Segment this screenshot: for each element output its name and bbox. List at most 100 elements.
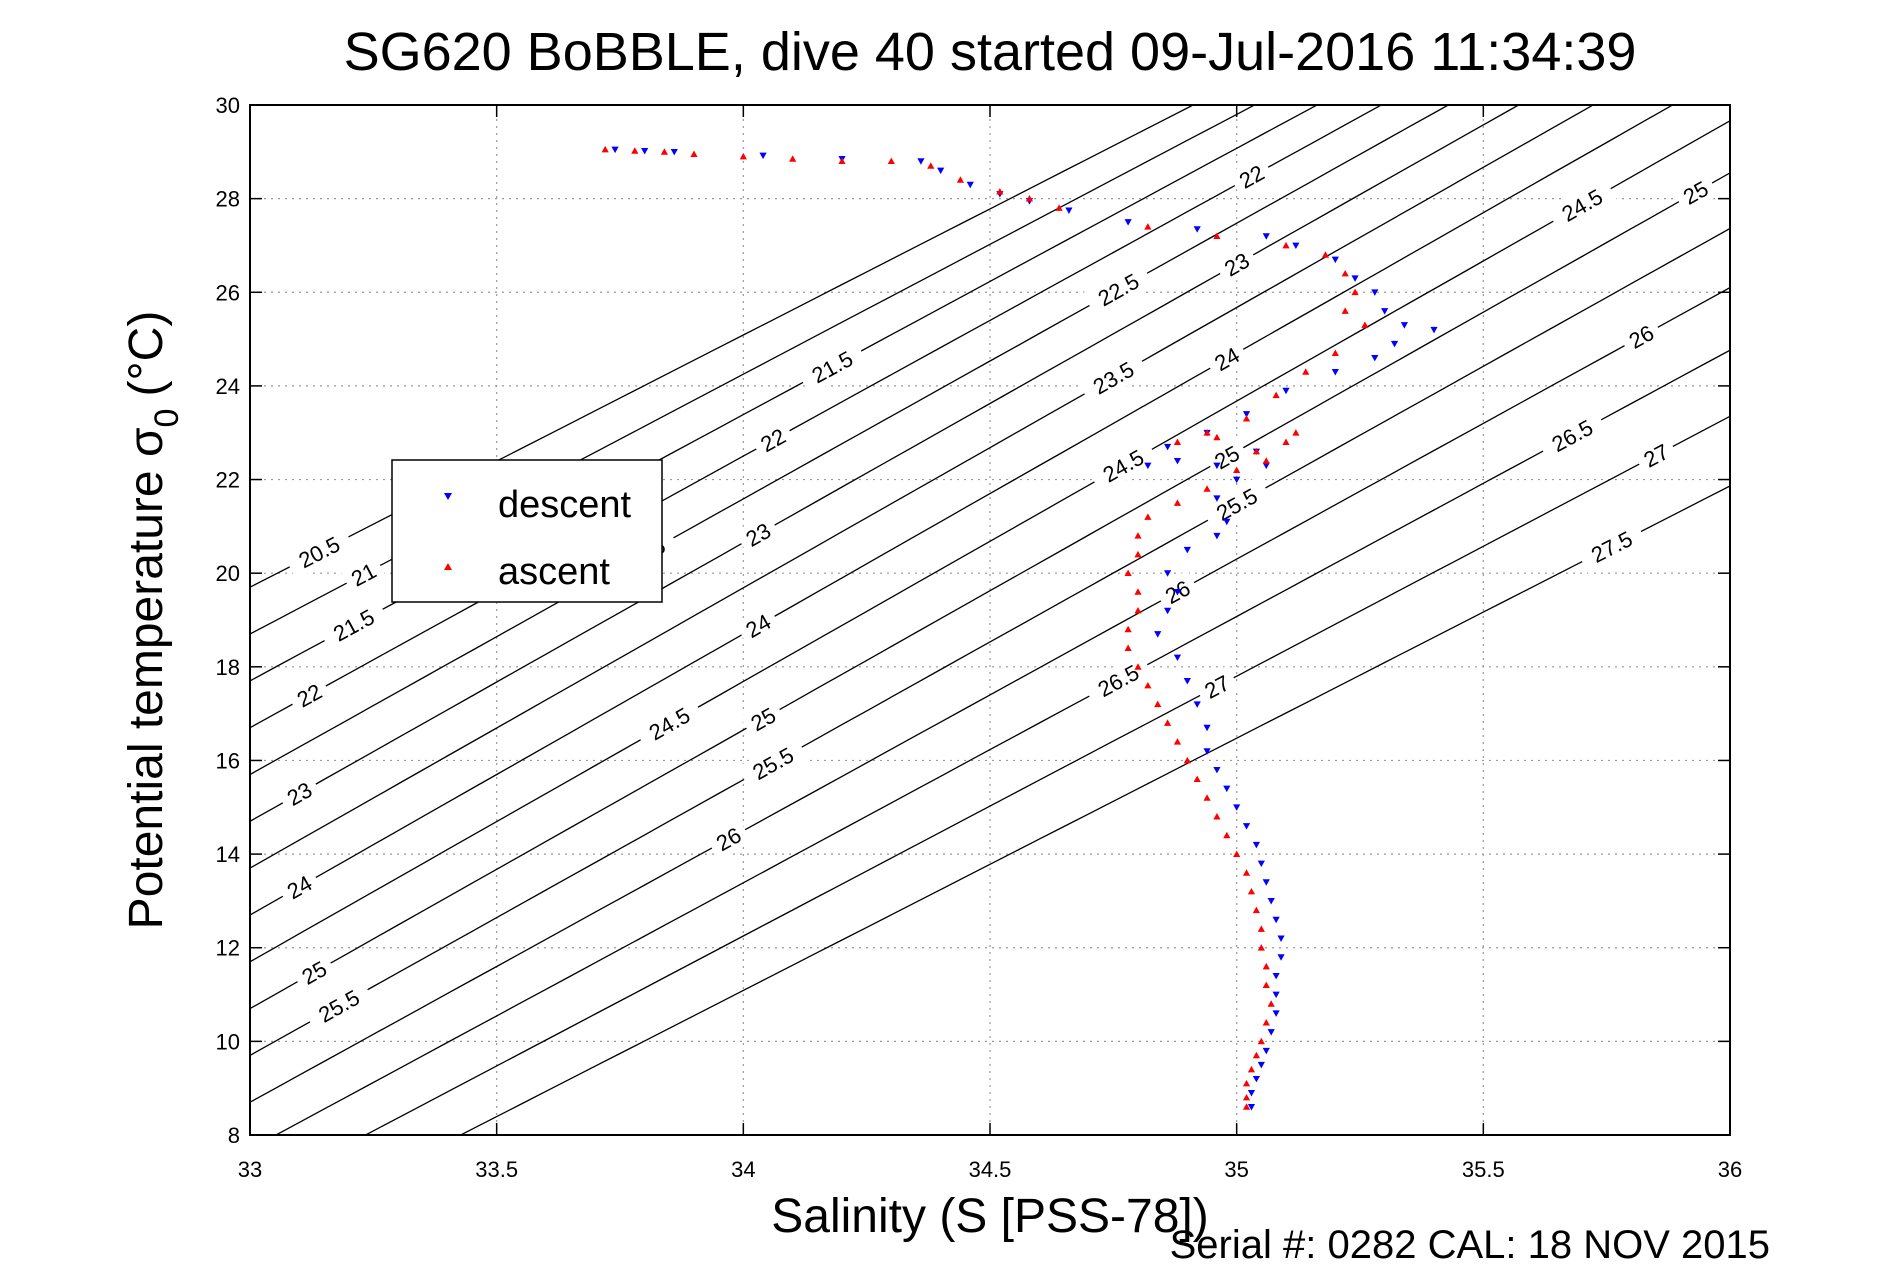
contour-label-bg: [1082, 261, 1154, 318]
descent-point: [937, 167, 945, 175]
ascent-point: [1213, 433, 1221, 441]
contour-label-bg: [737, 734, 809, 792]
ascent-point: [1134, 607, 1142, 614]
ascent-point: [1272, 391, 1280, 399]
legend-box: [391, 459, 663, 603]
descent-point: [1292, 242, 1300, 250]
descent-point: [1267, 1029, 1275, 1036]
legend: descent ascent: [391, 459, 663, 603]
ascent-point: [1203, 429, 1211, 436]
x-tick-label: 36: [1718, 1157, 1742, 1182]
ascent-point: [1257, 1037, 1265, 1045]
ascent-point: [1247, 1065, 1256, 1073]
y-tick-label: 28: [216, 187, 240, 212]
descent-point: [1262, 233, 1270, 240]
contour-label-bg: [1575, 519, 1648, 574]
ascent-point: [1341, 307, 1349, 314]
ascent-point: [1282, 438, 1290, 445]
descent-point: [1257, 1061, 1265, 1069]
ascent-point: [1252, 447, 1260, 455]
ascent-point: [1124, 569, 1132, 577]
ascent-point: [1154, 700, 1162, 708]
ascent-point: [690, 150, 698, 158]
data-series: [601, 145, 1438, 1111]
ascent-point: [1213, 813, 1221, 820]
contour-label-bg: [283, 524, 355, 580]
ascent-point: [887, 157, 895, 165]
ascent-point: [1164, 719, 1172, 726]
descent-point: [1247, 1104, 1256, 1111]
y-tick-label: 30: [216, 93, 240, 118]
contour-label-group: 26: [1617, 315, 1665, 358]
contour-label-bg: [1617, 315, 1665, 358]
ascent-point: [927, 162, 935, 169]
descent-point: [1065, 207, 1073, 214]
contour-label-bg: [290, 950, 338, 994]
descent-point: [1272, 972, 1280, 980]
contour-label-bg: [1632, 434, 1680, 477]
contour-label-bg: [796, 338, 868, 395]
y-tick-label: 10: [216, 1029, 240, 1054]
density-contour-labels: 20.52121.521.522222222.522.523232323.524…: [275, 154, 1719, 1035]
ascent-point: [1025, 195, 1034, 202]
descent-point: [1144, 462, 1152, 470]
ascent-point: [1144, 681, 1152, 689]
descent-point: [1267, 898, 1275, 905]
ascent-point: [1233, 466, 1241, 474]
descent-point: [1242, 823, 1251, 830]
sigma-contour-line: [250, 105, 1450, 776]
ascent-point: [1144, 513, 1152, 520]
descent-point: [1213, 532, 1221, 540]
y-tick-label: 14: [216, 842, 240, 867]
sigma-contour-line: [250, 105, 1595, 869]
descent-point: [966, 181, 974, 189]
ascent-point: [1124, 625, 1132, 633]
contour-label-bg: [1077, 349, 1149, 407]
plot-area: [250, 105, 1730, 1135]
y-tick-label: 20: [216, 561, 240, 586]
descent-point: [1277, 954, 1285, 961]
contour-label-bg: [739, 697, 787, 741]
ascent-point: [1257, 925, 1265, 932]
contour-label-bg: [1228, 154, 1275, 198]
contour-label-group: 27: [1632, 434, 1680, 477]
y-axis-label-unit: (°C): [120, 311, 173, 397]
ascent-point: [1203, 485, 1211, 492]
y-axis-label: Potential temperature σ0 (°C): [120, 311, 186, 930]
contour-label-bg: [633, 695, 705, 752]
axis-ticks: 33 33.5 34 34.5 35 35.5 3681012141618202224262…: [216, 93, 1743, 1182]
ascent-point: [1223, 831, 1231, 839]
ascent-point: [956, 176, 964, 183]
contour-label-bg: [1536, 407, 1608, 464]
y-tick-label: 8: [228, 1123, 240, 1148]
ascent-point: [1321, 251, 1330, 258]
contour-label-bg: [1203, 337, 1251, 381]
ascent-point: [1242, 1103, 1251, 1110]
ascent-point: [1351, 288, 1359, 296]
ascent-point: [1055, 204, 1063, 211]
descent-point: [1381, 308, 1389, 315]
descent-point: [1193, 226, 1201, 233]
ascent-point: [1213, 232, 1221, 239]
descent-point: [611, 146, 619, 154]
sigma-contour-line: [250, 105, 1520, 822]
descent-point: [641, 148, 649, 155]
descent-point: [1223, 518, 1231, 526]
contour-label-bg: [1201, 475, 1273, 533]
ascent-point: [1262, 981, 1270, 989]
y-tick-label: 26: [216, 280, 240, 305]
ascent-point: [1124, 644, 1132, 651]
ascent-point: [1203, 794, 1211, 801]
y-axis-label-subscript: 0: [148, 409, 186, 428]
contour-label-bg: [1193, 665, 1241, 708]
ascent-point: [1173, 438, 1182, 445]
descent-point: [1252, 1075, 1260, 1083]
ascent-point: [1267, 1000, 1275, 1007]
x-tick-label: 35.5: [1462, 1157, 1505, 1182]
descent-point: [1262, 462, 1270, 470]
contour-label-bg: [1087, 437, 1159, 495]
ascent-point: [1262, 962, 1270, 970]
descent-point: [1164, 570, 1172, 577]
